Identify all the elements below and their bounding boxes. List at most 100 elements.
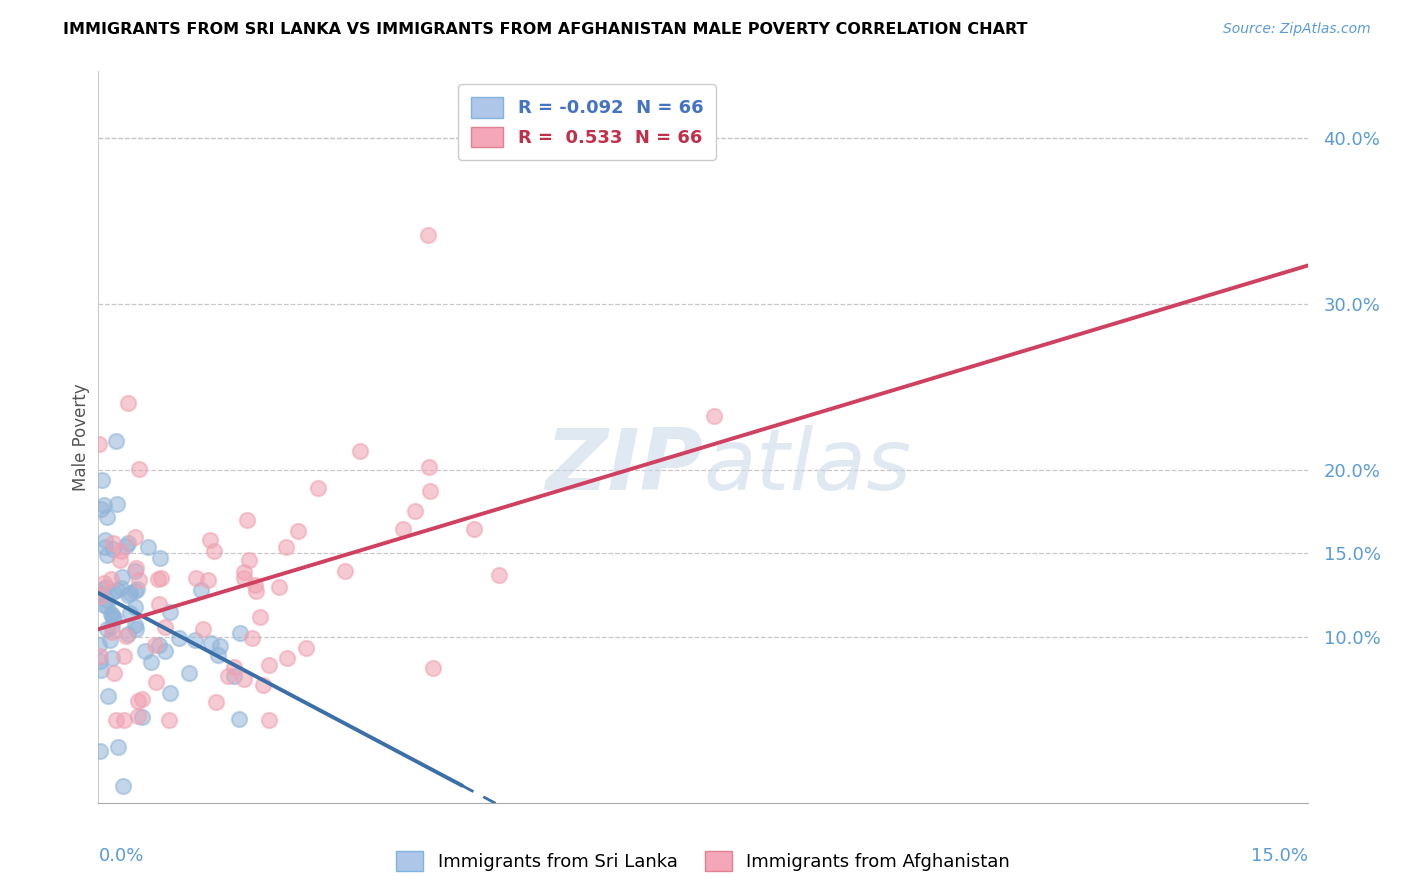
Point [148, 572, 170, 586]
Point [128, 462, 150, 476]
Point [134, 644, 156, 658]
Point [153, 644, 176, 658]
Point [124, 564, 146, 578]
Point [207, 648, 229, 663]
Point [118, 585, 141, 599]
Point [120, 606, 142, 620]
Point [249, 610, 271, 624]
Point [124, 600, 146, 615]
Legend: Immigrants from Sri Lanka, Immigrants from Afghanistan: Immigrants from Sri Lanka, Immigrants fr… [389, 844, 1017, 879]
Point [89, 437, 111, 451]
Point [232, 566, 254, 580]
Point [404, 504, 426, 518]
Point [90, 501, 112, 516]
Point [228, 712, 250, 726]
Point [112, 713, 135, 727]
Point [110, 581, 132, 595]
Point [101, 650, 124, 665]
Point [107, 739, 129, 754]
Point [257, 713, 280, 727]
Point [111, 570, 134, 584]
Point [125, 622, 148, 636]
Point [148, 638, 170, 652]
Point [103, 585, 125, 599]
Point [104, 713, 127, 727]
Point [149, 571, 172, 585]
Point [233, 570, 256, 584]
Point [89, 587, 111, 601]
Point [117, 588, 139, 602]
Y-axis label: Male Poverty: Male Poverty [72, 384, 90, 491]
Point [93, 598, 115, 612]
Point [131, 692, 153, 706]
Point [217, 669, 239, 683]
Point [112, 649, 135, 664]
Point [124, 530, 146, 544]
Point [240, 631, 263, 645]
Legend: R = -0.092  N = 66, R =  0.533  N = 66: R = -0.092 N = 66, R = 0.533 N = 66 [458, 84, 716, 160]
Point [110, 544, 132, 558]
Point [257, 657, 280, 672]
Point [153, 619, 176, 633]
Point [127, 709, 149, 723]
Point [117, 536, 139, 550]
Point [96, 599, 118, 613]
Point [418, 227, 440, 242]
Point [96, 549, 118, 563]
Point [232, 672, 254, 686]
Point [105, 496, 128, 510]
Text: Source: ZipAtlas.com: Source: ZipAtlas.com [1223, 22, 1371, 37]
Point [105, 583, 128, 598]
Point [128, 573, 150, 587]
Point [93, 498, 115, 512]
Point [169, 632, 191, 646]
Point [93, 576, 115, 591]
Point [463, 522, 485, 536]
Text: IMMIGRANTS FROM SRI LANKA VS IMMIGRANTS FROM AFGHANISTAN MALE POVERTY CORRELATIO: IMMIGRANTS FROM SRI LANKA VS IMMIGRANTS … [63, 22, 1028, 37]
Point [159, 686, 181, 700]
Point [136, 540, 159, 554]
Point [117, 627, 139, 641]
Point [287, 524, 309, 538]
Point [333, 564, 356, 578]
Point [101, 607, 124, 622]
Point [100, 572, 122, 586]
Point [295, 640, 318, 655]
Point [222, 660, 245, 674]
Point [100, 619, 122, 633]
Point [94, 580, 117, 594]
Point [101, 610, 124, 624]
Point [143, 638, 166, 652]
Point [198, 533, 221, 548]
Point [148, 597, 170, 611]
Point [228, 626, 250, 640]
Point [703, 409, 725, 423]
Point [131, 709, 153, 723]
Point [90, 664, 112, 678]
Point [115, 539, 138, 553]
Point [127, 694, 149, 708]
Point [108, 553, 131, 567]
Point [117, 396, 139, 410]
Point [269, 580, 291, 594]
Point [96, 622, 118, 636]
Point [238, 553, 260, 567]
Point [157, 713, 180, 727]
Point [202, 544, 225, 558]
Point [89, 638, 111, 652]
Point [101, 536, 124, 550]
Point [184, 571, 207, 585]
Point [197, 573, 219, 587]
Point [97, 689, 120, 703]
Point [200, 635, 222, 649]
Point [115, 629, 138, 643]
Point [94, 540, 117, 554]
Point [252, 678, 274, 692]
Point [125, 582, 148, 596]
Point [184, 633, 207, 648]
Point [205, 696, 228, 710]
Point [276, 650, 298, 665]
Point [145, 674, 167, 689]
Point [89, 743, 111, 757]
Point [208, 639, 231, 653]
